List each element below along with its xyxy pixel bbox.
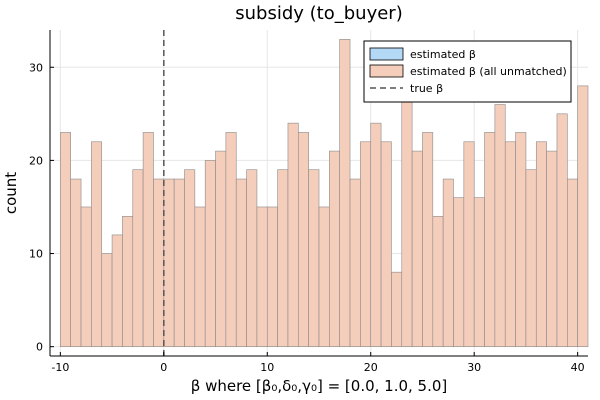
- histogram-bar: [70, 178, 82, 347]
- histogram-bar: [463, 141, 475, 347]
- y-tick-label: 0: [36, 341, 43, 354]
- histogram-bar: [111, 234, 123, 347]
- y-axis-label: count: [2, 172, 20, 214]
- x-tick-label: 30: [467, 361, 481, 374]
- legend: estimated β estimated β (all unmatched) …: [363, 40, 572, 103]
- legend-label-unmatched: estimated β (all unmatched): [410, 65, 567, 78]
- histogram-bar: [194, 206, 206, 347]
- histogram-bar: [442, 178, 454, 347]
- histogram-bar: [80, 206, 92, 347]
- histogram-bar: [329, 150, 340, 347]
- x-tick-label: 0: [160, 361, 167, 374]
- histogram-bar: [339, 39, 351, 347]
- histogram-bar: [473, 197, 485, 347]
- y-tick-label: 20: [29, 154, 43, 167]
- histogram-bar: [391, 271, 403, 347]
- histogram-bar: [318, 206, 330, 347]
- legend-swatch-estimated: [369, 47, 404, 61]
- histogram-bar: [153, 178, 165, 347]
- chart-title: subsidy (to_buyer): [235, 3, 402, 24]
- legend-label-estimated: estimated β: [410, 48, 476, 61]
- histogram-bar: [494, 104, 506, 347]
- histogram-bar: [577, 85, 589, 347]
- y-tick-label: 30: [29, 61, 43, 74]
- histogram-bar: [380, 141, 392, 347]
- legend-label-true: true β: [410, 82, 443, 95]
- histogram-bar: [215, 150, 227, 347]
- histogram-bar: [277, 169, 289, 347]
- y-tick-label: 10: [29, 248, 43, 261]
- y-tick-labels: 0 10 20 30: [29, 61, 54, 354]
- histogram-bar: [132, 169, 144, 347]
- histogram-bar: [298, 132, 309, 347]
- bars: [60, 39, 589, 347]
- histogram-bar: [184, 169, 196, 347]
- histogram-bar: [453, 197, 465, 347]
- histogram-bar: [122, 215, 134, 347]
- histogram-bar: [173, 178, 185, 347]
- histogram-bar: [411, 150, 423, 347]
- histogram-bar: [535, 141, 547, 347]
- legend-swatch-unmatched: [369, 64, 404, 78]
- x-tick-label: 40: [571, 361, 585, 374]
- histogram-bar: [225, 132, 237, 347]
- histogram-bar: [287, 122, 299, 347]
- histogram-bar: [567, 178, 578, 347]
- x-tick-label: 20: [364, 361, 378, 374]
- histogram-bar: [246, 169, 258, 347]
- x-axis-label: β where [β₀,δ₀,γ₀] = [0.0, 1.0, 5.0]: [191, 377, 448, 395]
- histogram-bar: [235, 178, 247, 347]
- histogram-bar: [504, 141, 516, 347]
- histogram-bar: [360, 141, 372, 347]
- histogram-bar: [370, 122, 382, 347]
- histogram-bar: [163, 178, 175, 347]
- histogram-bar: [525, 169, 537, 347]
- histogram-bar: [401, 85, 413, 347]
- axes: [49, 30, 588, 357]
- histogram-bar: [91, 141, 103, 347]
- x-tick-label: 10: [260, 361, 274, 374]
- histogram-bar: [101, 253, 113, 347]
- histogram-bar: [266, 206, 278, 347]
- histogram-bar: [422, 132, 434, 347]
- histogram-bar: [546, 150, 558, 347]
- histogram-bar: [432, 215, 444, 347]
- histogram-bar: [308, 169, 320, 347]
- histogram-bar: [556, 113, 568, 347]
- histogram-bar: [204, 160, 216, 347]
- histogram-bar: [515, 132, 527, 347]
- histogram-bar: [349, 178, 361, 347]
- x-tick-label: -10: [51, 361, 69, 374]
- x-tick-labels: -10 0 10 20 30 40: [51, 352, 585, 374]
- histogram-bar: [60, 132, 71, 347]
- histogram-bar: [484, 132, 496, 347]
- histogram-bar: [256, 206, 268, 347]
- histogram-bar: [142, 132, 154, 347]
